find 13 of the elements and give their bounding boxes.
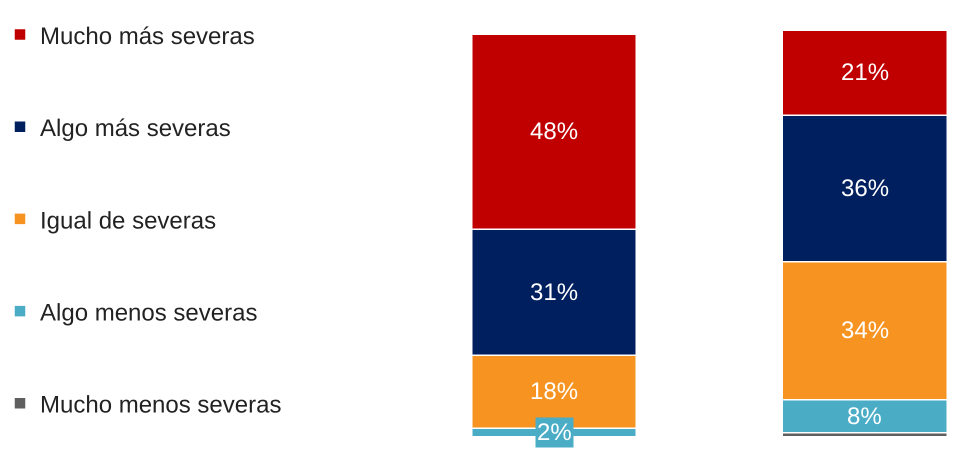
- data-label: 18%: [530, 378, 578, 405]
- legend-label: Algo más severas: [40, 115, 231, 142]
- data-label: 21%: [841, 59, 890, 86]
- legend-label: Mucho más severas: [40, 22, 255, 50]
- legend-label: Igual de severas: [40, 207, 216, 234]
- legend-label: Mucho menos severas: [40, 392, 282, 419]
- data-label: 2%: [537, 419, 572, 446]
- data-label: 8%: [847, 403, 882, 430]
- data-label: 48%: [530, 118, 578, 145]
- data-label: 34%: [841, 317, 890, 344]
- data-label: 36%: [841, 175, 890, 202]
- legend-label: Algo menos severas: [40, 299, 258, 326]
- data-label: 31%: [530, 279, 578, 306]
